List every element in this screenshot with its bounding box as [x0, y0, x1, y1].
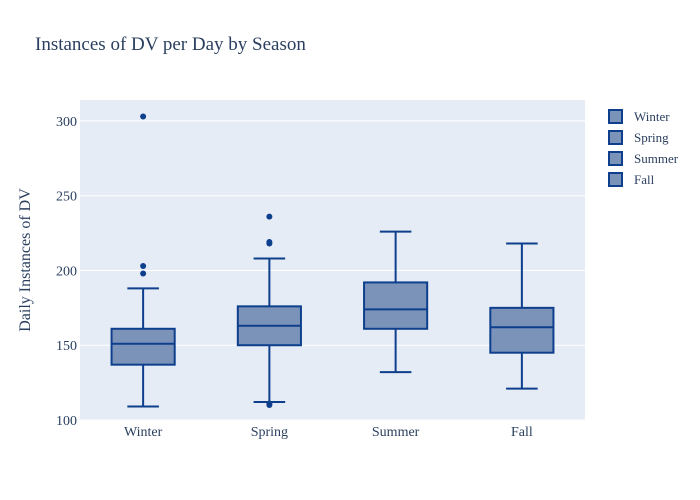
outlier-point — [140, 113, 147, 120]
x-tick-label: Fall — [511, 425, 533, 440]
box-fall — [489, 242, 555, 390]
legend-item-summer[interactable]: Summer — [608, 151, 679, 166]
legend-swatch — [608, 151, 623, 166]
iqr-box — [489, 306, 555, 354]
outlier-point — [266, 213, 273, 220]
iqr-box — [363, 281, 429, 330]
legend-item-spring[interactable]: Spring — [608, 130, 669, 145]
y-axis-ticks: 100 150 200 250 300 — [56, 115, 77, 429]
legend-swatch — [608, 172, 623, 187]
legend-item-fall[interactable]: Fall — [608, 172, 655, 187]
y-axis-title: Daily Instances of DV — [17, 188, 34, 332]
x-tick-label: Winter — [124, 425, 163, 440]
legend-item-winter[interactable]: Winter — [608, 109, 670, 124]
box-winter — [110, 113, 176, 408]
y-tick-label: 150 — [56, 339, 77, 354]
x-tick-label: Summer — [372, 425, 420, 440]
legend-label: Winter — [634, 109, 670, 124]
iqr-box — [110, 327, 176, 366]
chart-title: Instances of DV per Day by Season — [35, 34, 306, 55]
legend-swatch — [608, 130, 623, 145]
plot-background — [80, 100, 585, 420]
legend-label: Spring — [634, 130, 669, 145]
y-tick-label: 100 — [56, 414, 77, 429]
legend-label: Fall — [634, 172, 655, 187]
box-summer — [363, 230, 429, 374]
y-tick-label: 200 — [56, 264, 77, 279]
legend-label: Summer — [634, 151, 679, 166]
outlier-point — [266, 400, 273, 407]
y-tick-label: 250 — [56, 190, 77, 205]
outlier-point — [140, 262, 147, 269]
x-axis-ticks: Winter Spring Summer Fall — [124, 425, 533, 440]
legend[interactable]: Winter Spring Summer Fall — [608, 109, 679, 187]
y-tick-label: 300 — [56, 115, 77, 130]
outlier-point — [266, 239, 273, 246]
x-tick-label: Spring — [251, 425, 288, 440]
box-spring — [236, 213, 302, 409]
boxes — [110, 113, 555, 409]
legend-swatch — [608, 109, 623, 124]
outlier-point — [140, 270, 147, 277]
